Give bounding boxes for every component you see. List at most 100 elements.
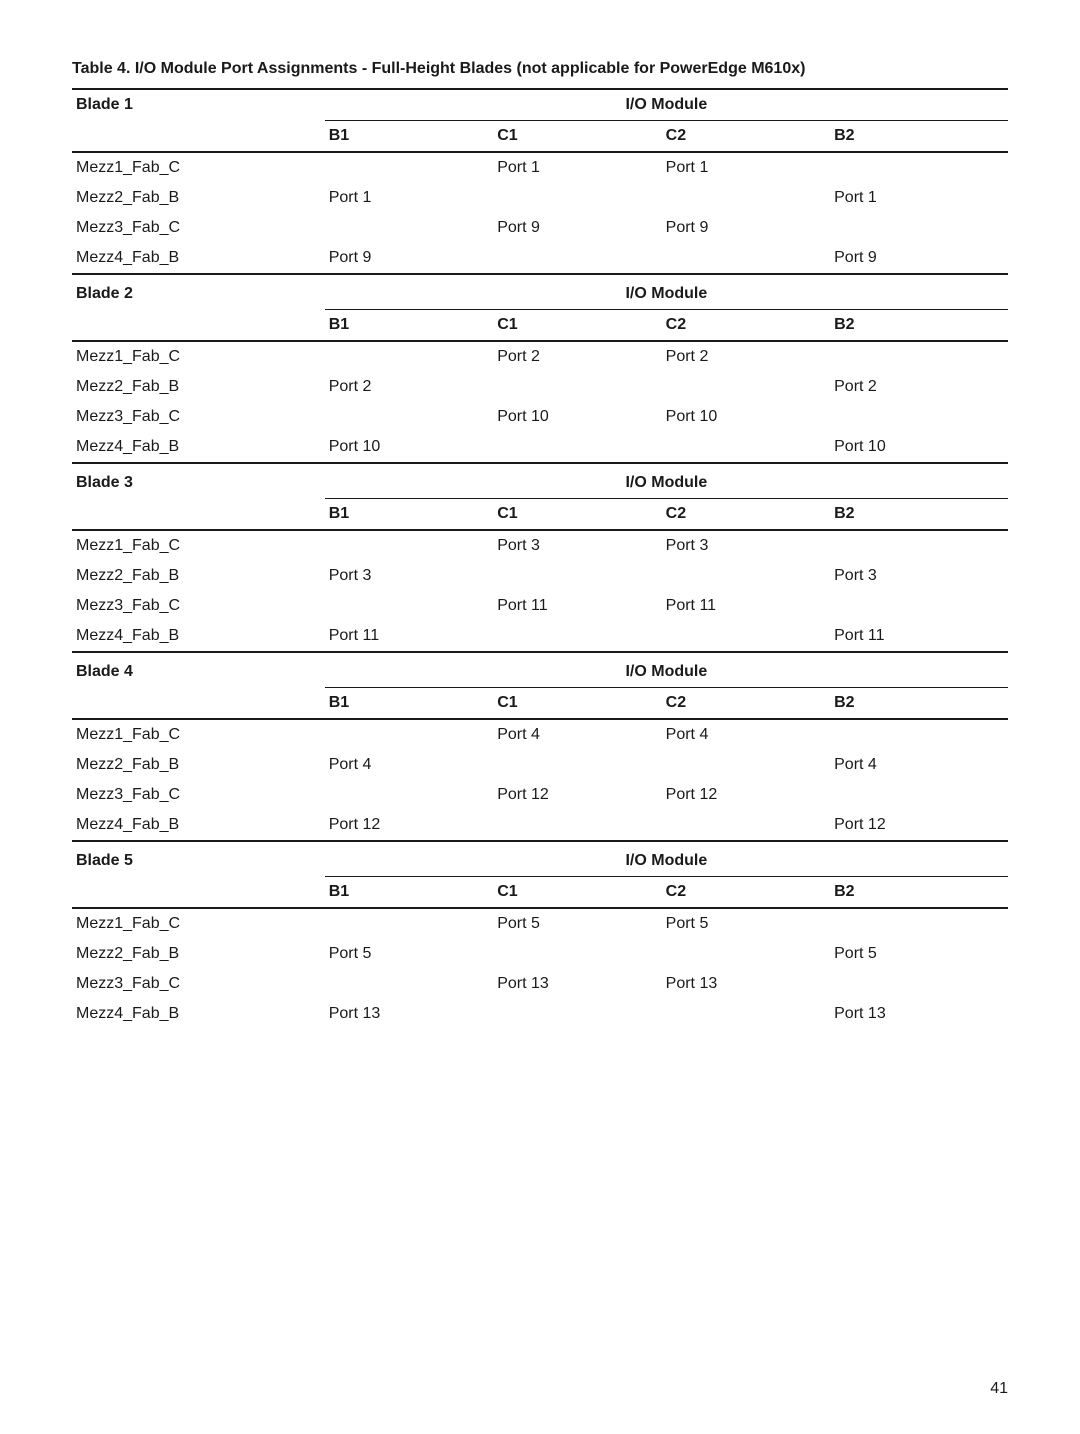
table-row: Mezz2_Fab_BPort 3Port 3 — [72, 561, 1008, 591]
mezz-name: Mezz2_Fab_B — [72, 561, 325, 591]
cell-b1 — [325, 591, 493, 621]
table-row: Mezz4_Fab_BPort 11Port 11 — [72, 621, 1008, 652]
table-row: Mezz2_Fab_BPort 1Port 1 — [72, 183, 1008, 213]
table-row: Mezz1_Fab_CPort 4Port 4 — [72, 719, 1008, 750]
cell-c2 — [662, 183, 830, 213]
table-row: Mezz3_Fab_C Port 13Port 13 — [72, 969, 1008, 999]
cell-c2: Port 1 — [662, 152, 830, 183]
table-row: Mezz4_Fab_BPort 9Port 9 — [72, 243, 1008, 274]
blade-label: Blade 2 — [72, 274, 325, 310]
column-header-row: B1C1C2B2 — [72, 310, 1008, 342]
blank-cell — [72, 499, 325, 531]
table-row: Mezz4_Fab_BPort 10Port 10 — [72, 432, 1008, 463]
table-row: Mezz4_Fab_BPort 13Port 13 — [72, 999, 1008, 1029]
page: Table 4. I/O Module Port Assignments - F… — [0, 0, 1080, 1434]
cell-b2 — [830, 719, 1008, 750]
cell-b2: Port 5 — [830, 939, 1008, 969]
cell-b1: Port 3 — [325, 561, 493, 591]
cell-c2 — [662, 561, 830, 591]
cell-b1 — [325, 908, 493, 939]
cell-b1 — [325, 341, 493, 372]
cell-b1: Port 1 — [325, 183, 493, 213]
cell-c1 — [493, 243, 661, 274]
cell-b1 — [325, 530, 493, 561]
cell-b1: Port 9 — [325, 243, 493, 274]
cell-b2 — [830, 402, 1008, 432]
cell-c2 — [662, 750, 830, 780]
column-header-row: B1C1C2B2 — [72, 688, 1008, 720]
mezz-name: Mezz4_Fab_B — [72, 621, 325, 652]
blade-header-row: Blade 3I/O Module — [72, 463, 1008, 499]
cell-b2: Port 13 — [830, 999, 1008, 1029]
col-c1-header: C1 — [493, 499, 661, 531]
io-module-header: I/O Module — [325, 89, 1008, 121]
cell-c2 — [662, 243, 830, 274]
cell-b1 — [325, 719, 493, 750]
column-header-row: B1C1C2B2 — [72, 877, 1008, 909]
blade-header-row: Blade 2I/O Module — [72, 274, 1008, 310]
cell-b2 — [830, 341, 1008, 372]
cell-c1: Port 3 — [493, 530, 661, 561]
cell-c1: Port 1 — [493, 152, 661, 183]
mezz-name: Mezz1_Fab_C — [72, 152, 325, 183]
mezz-name: Mezz4_Fab_B — [72, 432, 325, 463]
table-row: Mezz2_Fab_BPort 2Port 2 — [72, 372, 1008, 402]
cell-c1 — [493, 939, 661, 969]
col-c1-header: C1 — [493, 688, 661, 720]
table-title: Table 4. I/O Module Port Assignments - F… — [72, 60, 1008, 78]
cell-b2 — [830, 530, 1008, 561]
port-assignment-table: Blade 1I/O ModuleB1C1C2B2Mezz1_Fab_CPort… — [72, 88, 1008, 1029]
mezz-name: Mezz3_Fab_C — [72, 969, 325, 999]
table-row: Mezz1_Fab_C Port 1Port 1 — [72, 152, 1008, 183]
mezz-name: Mezz3_Fab_C — [72, 213, 325, 243]
cell-c1 — [493, 810, 661, 841]
cell-b1: Port 11 — [325, 621, 493, 652]
cell-b2 — [830, 152, 1008, 183]
cell-c2 — [662, 999, 830, 1029]
blank-cell — [72, 121, 325, 153]
col-c2-header: C2 — [662, 310, 830, 342]
cell-c1: Port 10 — [493, 402, 661, 432]
col-c1-header: C1 — [493, 121, 661, 153]
cell-b2 — [830, 591, 1008, 621]
cell-b1 — [325, 969, 493, 999]
cell-b2 — [830, 969, 1008, 999]
cell-c1: Port 2 — [493, 341, 661, 372]
blade-label: Blade 1 — [72, 89, 325, 121]
cell-b1: Port 10 — [325, 432, 493, 463]
cell-b2: Port 9 — [830, 243, 1008, 274]
column-header-row: B1C1C2B2 — [72, 121, 1008, 153]
col-c2-header: C2 — [662, 121, 830, 153]
mezz-name: Mezz2_Fab_B — [72, 183, 325, 213]
mezz-name: Mezz3_Fab_C — [72, 780, 325, 810]
col-c2-header: C2 — [662, 877, 830, 909]
table-row: Mezz1_Fab_CPort 2Port 2 — [72, 341, 1008, 372]
cell-c1 — [493, 183, 661, 213]
mezz-name: Mezz1_Fab_C — [72, 908, 325, 939]
col-b2-header: B2 — [830, 310, 1008, 342]
cell-c1 — [493, 372, 661, 402]
cell-b2: Port 1 — [830, 183, 1008, 213]
table-row: Mezz1_Fab_CPort 5Port 5 — [72, 908, 1008, 939]
cell-c2 — [662, 372, 830, 402]
mezz-name: Mezz1_Fab_C — [72, 530, 325, 561]
cell-b1: Port 13 — [325, 999, 493, 1029]
blank-cell — [72, 877, 325, 909]
cell-b1 — [325, 402, 493, 432]
table-row: Mezz1_Fab_C Port 3Port 3 — [72, 530, 1008, 561]
cell-c2: Port 3 — [662, 530, 830, 561]
col-c2-header: C2 — [662, 499, 830, 531]
cell-c2: Port 2 — [662, 341, 830, 372]
col-c1-header: C1 — [493, 877, 661, 909]
table-row: Mezz3_Fab_CPort 10Port 10 — [72, 402, 1008, 432]
cell-c1: Port 13 — [493, 969, 661, 999]
cell-b2: Port 3 — [830, 561, 1008, 591]
io-module-header: I/O Module — [325, 652, 1008, 688]
cell-b2 — [830, 908, 1008, 939]
blade-label: Blade 5 — [72, 841, 325, 877]
blade-header-row: Blade 1I/O Module — [72, 89, 1008, 121]
blade-label: Blade 3 — [72, 463, 325, 499]
cell-c2: Port 9 — [662, 213, 830, 243]
cell-c2: Port 13 — [662, 969, 830, 999]
cell-c2 — [662, 939, 830, 969]
